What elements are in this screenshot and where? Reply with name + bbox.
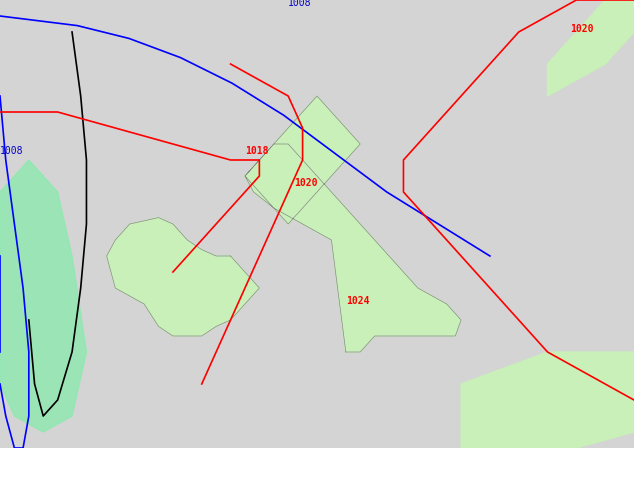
Text: 8: 8	[116, 473, 122, 483]
Text: © weatheronline.co.uk: © weatheronline.co.uk	[390, 473, 521, 483]
Text: 1020: 1020	[571, 24, 594, 34]
Text: 9: 9	[129, 473, 135, 483]
Polygon shape	[461, 352, 634, 448]
Polygon shape	[107, 218, 259, 336]
Text: 1008: 1008	[288, 0, 312, 8]
Text: Bft: Bft	[181, 473, 200, 483]
Text: 10: 10	[142, 473, 155, 483]
Text: 1018: 1018	[245, 146, 268, 156]
Polygon shape	[0, 160, 86, 432]
Text: 12: 12	[168, 473, 181, 483]
Polygon shape	[548, 0, 634, 96]
Text: Wind 10m: Wind 10m	[4, 473, 54, 483]
Polygon shape	[245, 96, 461, 352]
Text: 1024: 1024	[346, 296, 370, 306]
Text: 1008: 1008	[0, 146, 23, 156]
Text: 6: 6	[90, 473, 96, 483]
Text: 11: 11	[155, 473, 167, 483]
Text: Su 29-09-2024 12:00 UTC (18+138): Su 29-09-2024 12:00 UTC (18+138)	[345, 457, 545, 467]
Text: 1020: 1020	[294, 177, 318, 188]
Text: 7: 7	[103, 473, 109, 483]
Text: High wind areas [hPa] ECMWF: High wind areas [hPa] ECMWF	[4, 457, 172, 467]
